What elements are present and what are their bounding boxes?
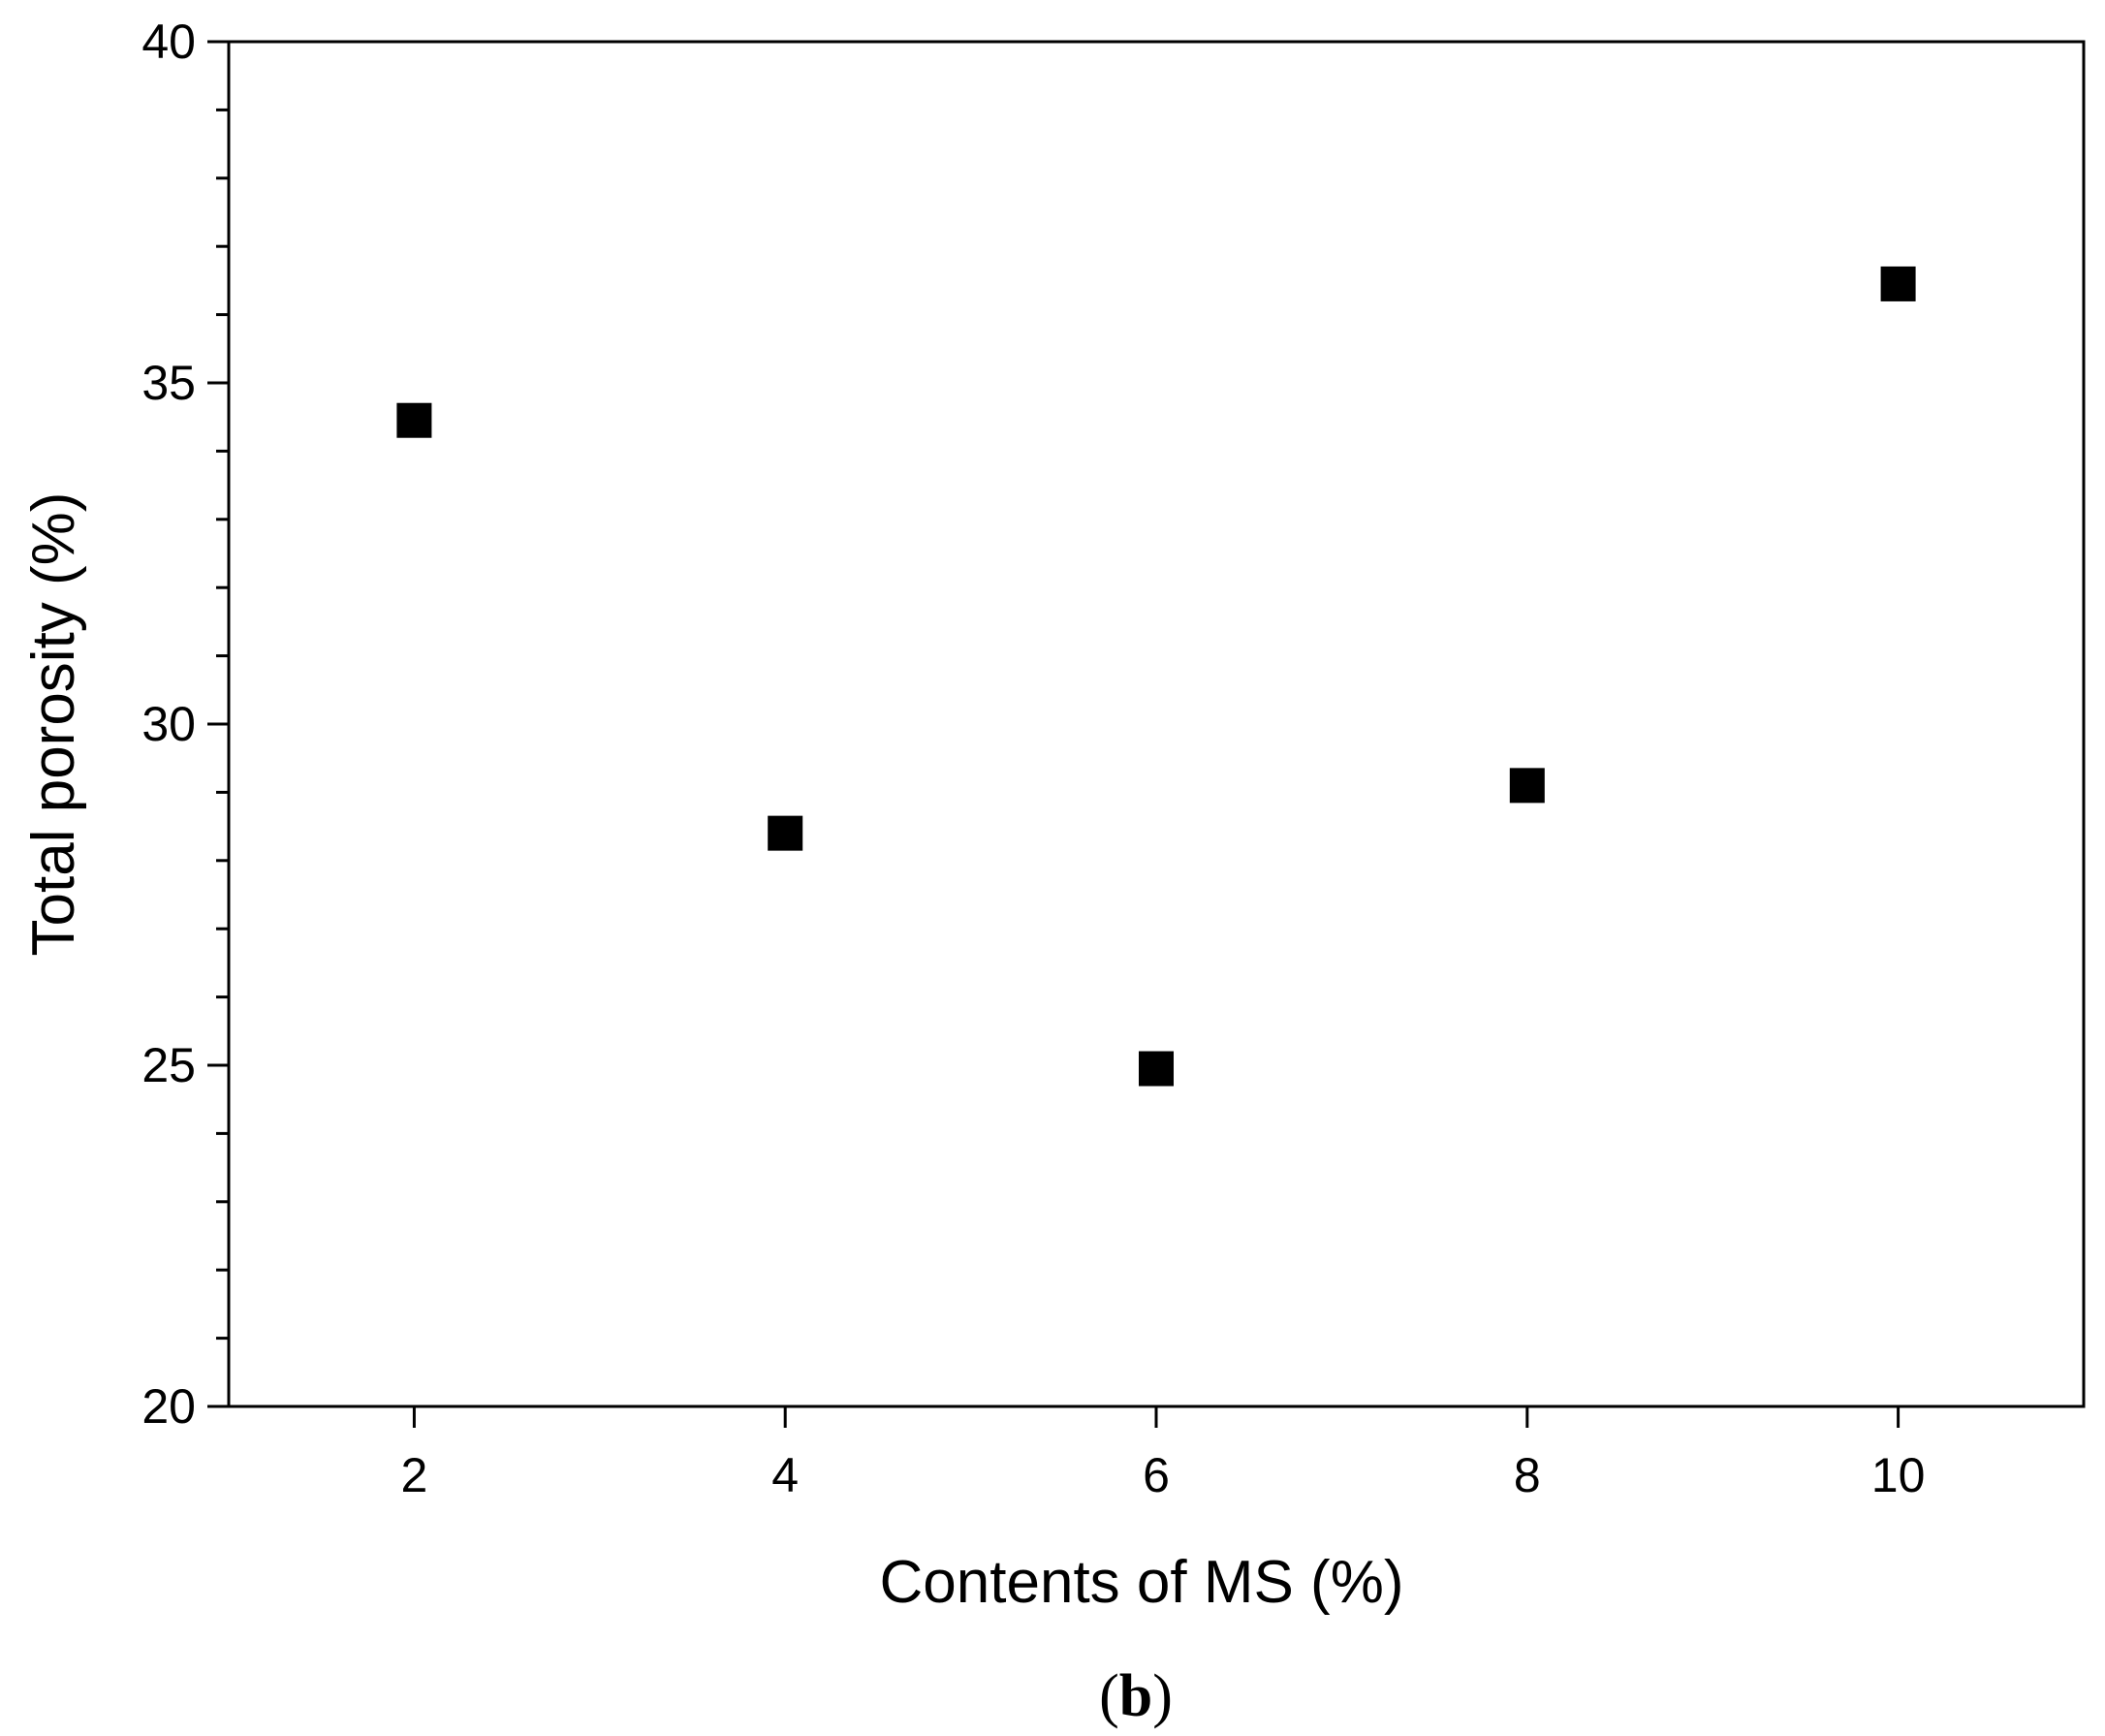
y-tick-label: 30 [141,697,196,751]
data-point [396,402,432,438]
plot-frame [227,40,2086,1408]
x-tick-label: 2 [400,1448,427,1502]
data-point [1509,768,1545,804]
y-tick-label: 40 [141,15,196,69]
x-axis-title: Contents of MS (%) [880,1549,1404,1616]
panel-label-letter: b [1119,1663,1152,1729]
x-tick-label: 10 [1871,1448,1926,1502]
panel-label-close: ) [1152,1663,1173,1729]
x-tick-label: 6 [1143,1448,1170,1502]
data-points [396,266,1916,1087]
x-tick-label: 4 [771,1448,799,1502]
x-tick-label: 8 [1514,1448,1541,1502]
plot-area-border [227,40,2086,1408]
panel-label: (b) [1099,1663,1173,1729]
data-point [1139,1051,1174,1087]
data-point [1880,266,1916,301]
x-axis: 2 4 6 8 10 [400,1406,1925,1502]
y-tick-label: 25 [141,1038,196,1092]
panel-label-open: ( [1099,1663,1119,1729]
y-axis-title: Total porosity (%) [20,492,87,957]
y-tick-label: 20 [141,1379,196,1434]
y-axis: 20 25 30 35 40 [141,15,229,1434]
data-point [768,815,803,851]
y-tick-label: 35 [141,356,196,410]
